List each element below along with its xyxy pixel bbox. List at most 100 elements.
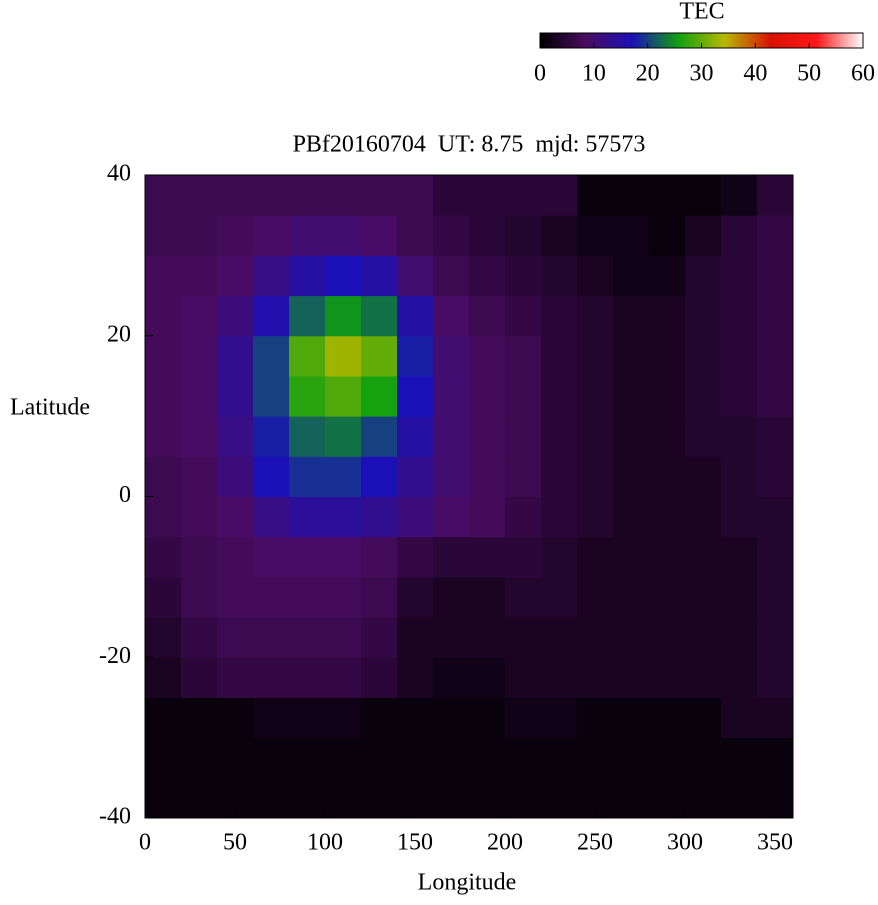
heatmap-cell (253, 617, 290, 658)
heatmap-cell (577, 255, 614, 297)
heatmap-cell (613, 335, 650, 377)
heatmap-cell (649, 215, 686, 256)
heatmap-cell (685, 496, 722, 538)
heatmap-cell (145, 617, 182, 658)
colorbar-tick-label: 10 (582, 61, 606, 87)
heatmap-cell (397, 456, 434, 497)
heatmap-cell (685, 175, 722, 216)
heatmap-cell (397, 215, 434, 256)
heatmap-cell (541, 777, 578, 819)
heatmap-cell (217, 255, 254, 297)
heatmap-cell (253, 295, 290, 337)
heatmap-cell (469, 576, 506, 618)
heatmap-cell (217, 456, 254, 497)
heatmap-cell (253, 777, 290, 819)
heatmap-cell (757, 697, 794, 739)
heatmap-cell (145, 777, 182, 819)
heatmap-cell (361, 255, 398, 297)
heatmap-cell (181, 697, 218, 739)
heatmap-cell (541, 617, 578, 658)
heatmap-cell (433, 657, 470, 698)
heatmap-cell (181, 737, 218, 779)
heatmap-cell (613, 737, 650, 779)
heatmap-cell (325, 777, 362, 819)
heatmap-cell (289, 295, 326, 337)
heatmap-cell (577, 657, 614, 698)
heatmap-cell (505, 777, 542, 819)
heatmap-cell (469, 215, 506, 256)
heatmap-cell (577, 295, 614, 337)
heatmap-cell (325, 335, 362, 377)
heatmap-cell (469, 375, 506, 417)
heatmap-cell (757, 576, 794, 618)
heatmap-cell (613, 496, 650, 538)
heatmap-cell (685, 617, 722, 658)
heatmap-cell (325, 496, 362, 538)
heatmap-cell (145, 576, 182, 618)
heatmap-cell (721, 335, 758, 377)
heatmap-cell (541, 657, 578, 698)
heatmap-cell (757, 175, 794, 216)
heatmap-cell (253, 657, 290, 698)
heatmap-cell (541, 175, 578, 216)
heatmap-cell (577, 456, 614, 497)
heatmap-cell (613, 536, 650, 578)
heatmap-cell (505, 576, 542, 618)
heatmap-cell (721, 697, 758, 739)
heatmap-cell (181, 617, 218, 658)
heatmap-cell (217, 375, 254, 417)
heatmap-cell (685, 375, 722, 417)
heatmap-cell (577, 496, 614, 538)
heatmap-cell (685, 576, 722, 618)
heatmap-cell (217, 536, 254, 578)
heatmap-cell (145, 215, 182, 256)
heatmap-cell (253, 576, 290, 618)
heatmap-cell (505, 295, 542, 337)
heatmap-cell (289, 697, 326, 739)
x-tick-label: 350 (757, 830, 793, 856)
heatmap-cell (613, 657, 650, 698)
heatmap-cell (325, 295, 362, 337)
heatmap-cell (505, 496, 542, 538)
heatmap-cell (217, 215, 254, 256)
heatmap-cell (757, 375, 794, 417)
heatmap-cell (613, 255, 650, 297)
heatmap-cell (397, 496, 434, 538)
heatmap-cell (325, 456, 362, 497)
heatmap-cell (361, 375, 398, 417)
heatmap-cell (505, 697, 542, 739)
heatmap-cell (145, 295, 182, 337)
heatmap-cell (721, 416, 758, 457)
heatmap-cell (253, 496, 290, 538)
heatmap-cell (577, 335, 614, 377)
heatmap-cell (721, 375, 758, 417)
heatmap-cell (505, 215, 542, 256)
heatmap-cell (181, 777, 218, 819)
heatmap-cell (433, 335, 470, 377)
heatmap-cell (289, 175, 326, 216)
heatmap-cell (361, 335, 398, 377)
heatmap-cell (685, 295, 722, 337)
heatmap-cell (433, 737, 470, 779)
heatmap-cell (577, 576, 614, 618)
heatmap-cell (613, 456, 650, 497)
heatmap-cell (469, 536, 506, 578)
heatmap-cell (649, 375, 686, 417)
y-tick-label: -20 (99, 643, 131, 669)
heatmap-cell (469, 657, 506, 698)
heatmap-cell (433, 536, 470, 578)
heatmap-cell (361, 416, 398, 457)
heatmap-cell (181, 536, 218, 578)
heatmap-cell (433, 416, 470, 457)
heatmap-cell (325, 215, 362, 256)
chart-title: PBf20160704 UT: 8.75 mjd: 57573 (293, 132, 646, 158)
heatmap-cell (505, 456, 542, 497)
heatmap-cell (181, 496, 218, 538)
colorbar-tick-label: 0 (534, 61, 546, 87)
heatmap-cell (613, 175, 650, 216)
heatmap-cell (217, 657, 254, 698)
heatmap-cell (649, 175, 686, 216)
heatmap-cell (433, 576, 470, 618)
x-tick-label: 150 (397, 830, 433, 856)
heatmap-cell (469, 456, 506, 497)
